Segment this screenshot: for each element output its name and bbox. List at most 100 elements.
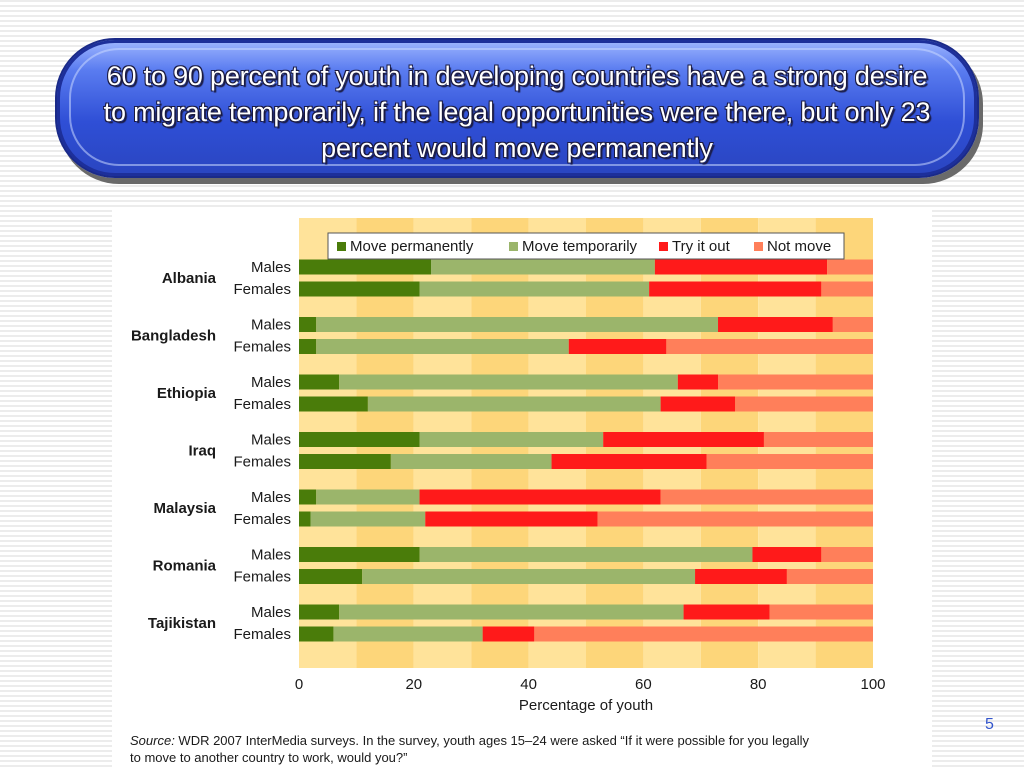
legend-label-4: Not move (767, 238, 831, 255)
bar-segment (821, 547, 873, 562)
bar-segment (299, 626, 334, 642)
bar-segment (683, 604, 770, 620)
x-tick-label: 80 (750, 676, 767, 693)
bar-segment (821, 281, 873, 297)
row-label: Males (251, 432, 291, 449)
bar-segment (299, 339, 317, 354)
bar-segment (333, 626, 483, 642)
bar-segment (597, 511, 873, 527)
row-label: Males (251, 259, 291, 276)
x-tick-label: 40 (520, 676, 537, 693)
country-label: Iraq (188, 443, 216, 460)
bar-segment (425, 511, 598, 527)
x-tick-label: 100 (860, 676, 885, 693)
bar-segment (419, 281, 650, 297)
bar-segment (832, 317, 873, 332)
row-label: Males (251, 374, 291, 391)
x-tick-label: 60 (635, 676, 652, 693)
row-label: Males (251, 489, 291, 506)
bar-segment (551, 454, 707, 469)
bar-segment (419, 432, 604, 447)
bar-segment (666, 339, 873, 354)
chart-panel: Move permanently Move temporarily Try it o… (112, 208, 932, 768)
row-label: Males (251, 317, 291, 334)
bar-segment (677, 374, 719, 390)
legend-label-2: Move temporarily (522, 238, 638, 255)
row-label: Females (233, 569, 291, 586)
legend-swatch-4 (754, 242, 763, 251)
bar-segment (752, 547, 822, 562)
country-label: Tajikistan (148, 615, 216, 632)
bar-segment (718, 374, 873, 390)
row-label: Males (251, 547, 291, 564)
row-label: Females (233, 396, 291, 413)
row-label: Females (233, 626, 291, 643)
source-note: Source: WDR 2007 InterMedia surveys. In … (130, 733, 809, 748)
bar-segment (299, 317, 317, 332)
bar-segment (534, 626, 873, 642)
bar-segment (316, 317, 719, 332)
bar-segment (419, 489, 661, 505)
bar-segment (390, 454, 552, 469)
bar-segment (735, 396, 873, 412)
row-label: Females (233, 281, 291, 298)
country-label: Romania (153, 558, 217, 575)
country-label: Ethiopia (157, 385, 217, 402)
bar-segment (367, 396, 661, 412)
bar-segment (654, 259, 828, 275)
row-label: Females (233, 454, 291, 471)
x-tick-label: 0 (295, 676, 303, 693)
bar-segment (763, 432, 873, 447)
row-label: Females (233, 339, 291, 356)
bar-segment (299, 569, 363, 584)
bar-segment (299, 511, 311, 527)
legend-label-3: Try it out (672, 238, 731, 255)
bar-segment (339, 374, 678, 390)
bar-segment (706, 454, 873, 469)
country-label: Albania (162, 270, 217, 287)
bar-segment (786, 569, 873, 584)
title-banner: 60 to 90 percent of youth in developing … (55, 38, 979, 178)
page-number: 5 (985, 716, 994, 733)
country-label: Malaysia (153, 500, 216, 517)
bar-segment (299, 396, 368, 412)
bar-segment (362, 569, 696, 584)
bar-segment (299, 432, 420, 447)
bar-segment (316, 489, 420, 505)
legend-swatch-2 (509, 242, 518, 251)
title-banner-rim (69, 48, 965, 166)
bar-segment (299, 454, 391, 469)
x-tick-label: 20 (405, 676, 422, 693)
bar-segment (310, 511, 426, 527)
source-note-line2: to move to another country to work, woul… (130, 750, 407, 765)
bar-segment (827, 259, 873, 275)
row-label: Females (233, 511, 291, 528)
bar-segment (482, 626, 535, 642)
slide-title: 60 to 90 percent of youth in developing … (103, 61, 931, 163)
legend-label-1: Move permanently (350, 238, 474, 255)
country-label: Bangladesh (131, 328, 216, 345)
bar-segment (660, 396, 736, 412)
bar-segment (299, 374, 340, 390)
bar-segment (299, 604, 340, 620)
bar-segment (299, 547, 420, 562)
bar-segment (660, 489, 873, 505)
bar-segment (649, 281, 822, 297)
bar-segment (299, 489, 317, 505)
x-axis-title: Percentage of youth (519, 697, 653, 714)
bar-segment (769, 604, 873, 620)
row-label: Males (251, 604, 291, 621)
bar-segment (568, 339, 667, 354)
bar-segment (695, 569, 787, 584)
legend-swatch-3 (659, 242, 668, 251)
bar-segment (299, 281, 420, 297)
stacked-bar-chart: Move permanently Move temporarily Try it o… (130, 218, 886, 765)
bar-segment (431, 259, 655, 275)
bar-segment (718, 317, 833, 332)
bar-segment (339, 604, 684, 620)
legend-swatch-1 (337, 242, 346, 251)
bar-segment (299, 259, 432, 275)
bar-segment (419, 547, 753, 562)
bar-segment (603, 432, 764, 447)
bar-segment (316, 339, 569, 354)
